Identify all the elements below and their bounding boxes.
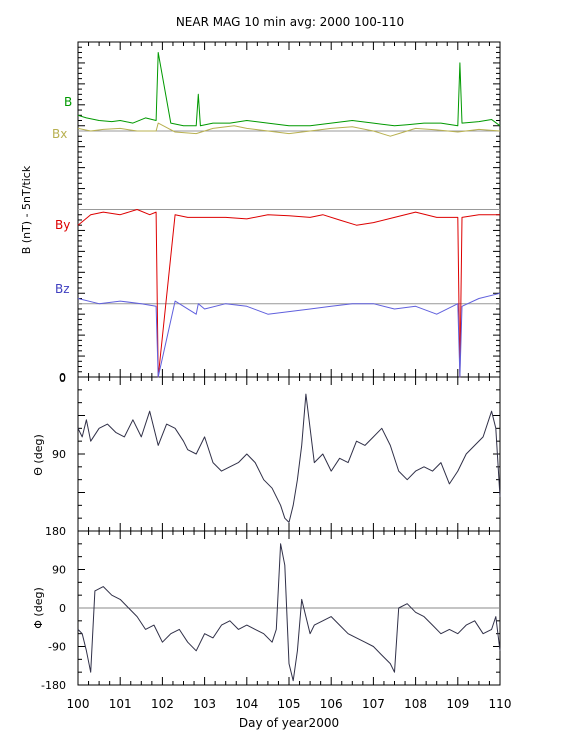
- b-panel-ylabel: B (nT) - 5nT/tick: [20, 165, 33, 254]
- bx-series-label: Bx: [52, 127, 67, 141]
- series-bx: [77, 122, 501, 137]
- phi-tick-label: -180: [41, 679, 66, 692]
- phi-ylabel: Φ (deg): [32, 587, 45, 628]
- theta-panel-series: [77, 393, 501, 523]
- by-series-label: By: [55, 218, 70, 232]
- x-tick-label: 109: [446, 697, 469, 711]
- x-axis-label: Day of year2000: [239, 716, 339, 730]
- series-bz: [77, 292, 501, 378]
- x-tick-label: 110: [489, 697, 512, 711]
- phi-tick-label: -90: [48, 641, 66, 654]
- chart-title: NEAR MAG 10 min avg: 2000 100-110: [176, 15, 404, 29]
- b-panel-series: [77, 52, 501, 378]
- phi-tick-label: 180: [45, 525, 66, 538]
- theta-ylabel: Θ (deg): [32, 434, 45, 475]
- x-tick-label: 102: [151, 697, 174, 711]
- x-tick-label: 100: [67, 697, 90, 711]
- x-tick-label: 104: [235, 697, 258, 711]
- x-tick-label: 106: [320, 697, 343, 711]
- phi-tick-label: 0: [59, 602, 66, 615]
- axis-ticks: [77, 41, 501, 686]
- b-panel-zero-label: 0: [59, 372, 66, 385]
- phi-panel-series: [77, 543, 501, 682]
- series-by: [77, 209, 500, 378]
- theta-tick-label: 90: [52, 448, 66, 461]
- series-theta: [77, 393, 501, 523]
- phi-tick-label: 90: [52, 564, 66, 577]
- theta-tick-labels: 0 90: [52, 371, 66, 461]
- x-tick-labels: 100 101 102 103 104 105 106 107 108 109 110: [67, 697, 512, 711]
- x-tick-label: 107: [362, 697, 385, 711]
- phi-tick-labels: 180 90 0 -90 -180: [41, 525, 66, 692]
- x-tick-label: 103: [193, 697, 216, 711]
- series-b: [77, 52, 501, 127]
- series-phi: [77, 543, 501, 682]
- bz-series-label: Bz: [55, 282, 70, 296]
- theta-tick-label: 0: [59, 371, 66, 384]
- x-tick-label: 108: [404, 697, 427, 711]
- x-tick-label: 101: [109, 697, 132, 711]
- x-tick-label: 105: [278, 697, 301, 711]
- theta-panel-frame: [77, 376, 501, 532]
- b-series-label: B: [64, 95, 72, 109]
